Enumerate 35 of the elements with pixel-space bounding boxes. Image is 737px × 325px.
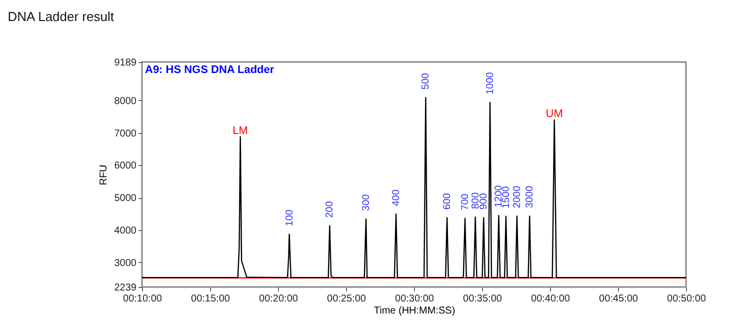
y-tick-label: 4000 [114, 225, 137, 236]
annotation: 2000 [512, 185, 523, 208]
y-tick-label: 2239 [114, 282, 137, 294]
y-axis-title: RFU [98, 164, 110, 186]
x-axis-title: Time (HH:MM:SS) [374, 306, 456, 316]
annotation: 100 [284, 209, 296, 226]
line-series [142, 96, 686, 278]
annotation: 200 [324, 200, 336, 218]
x-tick-label: 00:10:00 [123, 294, 162, 304]
annotation: 1000 [485, 72, 496, 94]
annotation: 600 [442, 192, 454, 210]
annotation: UM [546, 108, 563, 120]
annotation: 900 [478, 192, 490, 210]
x-tick-label: 00:30:00 [395, 294, 434, 304]
x-tick-label: 00:35:00 [463, 294, 502, 304]
y-tick-label: 6000 [114, 160, 137, 172]
chart-title: DNA Ladder result [8, 9, 114, 24]
annotation: 500 [420, 72, 432, 90]
x-tick-label: 00:45:00 [599, 294, 638, 304]
x-tick-label: 00:25:00 [327, 294, 366, 304]
y-tick-label: 3000 [114, 258, 137, 269]
annotation: A9: HS NGS DNA Ladder [145, 64, 275, 76]
y-tick-label: 7000 [114, 128, 137, 140]
annotation: 300 [360, 194, 372, 211]
x-tick-label: 00:15:00 [191, 294, 230, 304]
annotation: 400 [391, 189, 402, 206]
y-tick-label: 9189 [114, 58, 137, 68]
y-tick-label: 5000 [114, 193, 137, 204]
annotation: 700 [460, 193, 471, 210]
x-tick-label: 00:40:00 [531, 294, 570, 304]
x-tick-label: 00:20:00 [259, 294, 298, 304]
annotation: 3000 [524, 185, 536, 208]
annotation: LM [232, 124, 248, 137]
y-tick-label: 8000 [114, 96, 137, 107]
x-tick-label: 00:50:00 [667, 294, 706, 304]
